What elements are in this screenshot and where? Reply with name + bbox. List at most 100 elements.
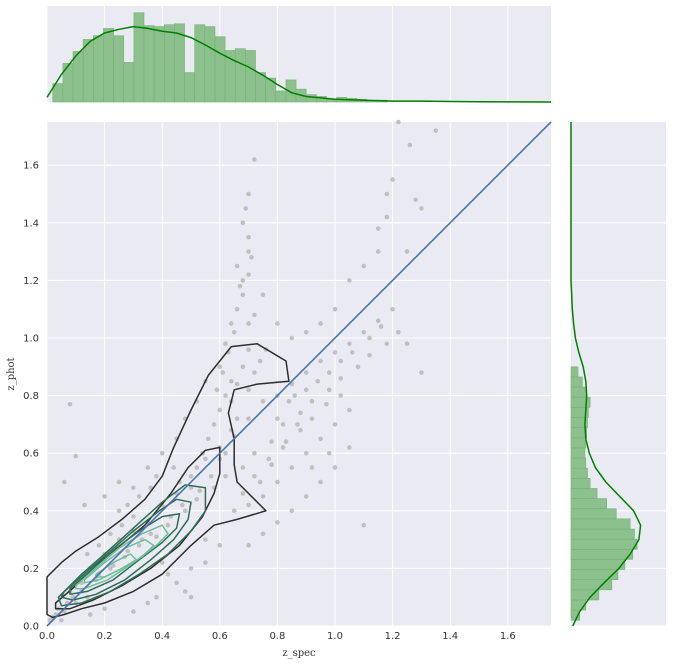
scatter-point [324,401,329,407]
scatter-point [82,502,87,508]
marginal-x-histogram [52,12,388,103]
scatter-point [318,479,323,485]
scatter-point [303,494,309,499]
histogram-bar [143,25,155,103]
scatter-point [234,381,240,387]
x-tick-label: 1.4 [442,631,458,642]
marginal-x-plot [46,6,552,103]
histogram-bar [570,467,588,479]
kde-contour [57,484,207,607]
histogram-bar [570,396,591,408]
scatter-point [165,571,171,577]
scatter-point [309,399,315,404]
scatter-point [223,473,228,479]
main-plot: 0.0 0.2 0.4 0.6 0.8 1.0 1.2 1.4 1.6 0.0 0.2 0.4 0.6… [6,119,552,659]
scatter-point [234,416,240,421]
scatter-point [283,439,289,444]
scatter-point [108,531,113,537]
scatter-point [61,479,67,485]
scatter-point [407,142,413,148]
scatter-point [223,341,228,347]
histogram-bar [93,35,104,103]
scatter-point [292,393,297,398]
scatter-point [154,534,159,540]
y-tick-label: 0.0 [23,622,39,633]
histogram-bar [214,36,226,103]
kde-contour [46,343,290,619]
scatter-point [269,462,274,468]
scatter-point [229,378,234,384]
y-tick-labels: 0.0 0.2 0.4 0.6 0.8 1.0 1.2 1.4 1.6 [23,161,39,633]
scatter-point [211,422,217,427]
scatter-point [116,479,122,485]
scatter-point [246,543,251,548]
x-tick-labels: 0.0 0.2 0.4 0.6 0.8 1.0 1.2 1.4 1.6 [39,631,516,642]
scatter-point [384,341,390,347]
scatter-point [220,370,225,375]
scatter-point [159,450,165,456]
scatter-point [205,436,211,442]
scatter-point [275,479,280,485]
scatter-point [338,358,344,364]
histogram-bar [82,39,94,103]
scatter-point [404,341,410,347]
y-tick-label: 0.2 [23,564,39,575]
scatter-point [240,278,246,283]
scatter-point [59,617,64,623]
scatter-point [378,324,384,329]
scatter-point [136,494,142,499]
histogram-bar [204,26,216,103]
scatter-point [231,508,237,514]
y-tick-label: 1.2 [23,276,39,287]
histogram-bar [265,77,277,103]
scatter-point [194,496,200,502]
scatter-point [347,445,352,450]
scatter-point [197,488,202,493]
scatter-point [217,543,223,548]
scatter-point [326,370,332,375]
scatter-point [102,494,107,499]
y-tick-label: 1.4 [23,218,39,229]
scatter-point [367,352,372,358]
histogram-bar [174,23,185,103]
scatter-point [295,422,300,427]
scatter-point [217,364,223,370]
scatter-point [165,522,171,528]
scatter-point [231,329,237,335]
scatter-point [243,206,249,211]
scatter-point [332,422,338,427]
scatter-point [208,473,214,479]
histogram-bar [570,498,607,510]
scatter-point [384,191,390,197]
histogram-bar [570,386,587,398]
histogram-bar [570,548,634,560]
scatter-point [275,520,280,525]
histogram-bar [570,528,635,540]
scatter-point [102,606,107,612]
scatter-point [85,551,90,557]
histogram-bar [570,447,586,459]
histogram-bar [570,518,631,530]
x-tick-label: 0.6 [212,631,228,642]
scatter-point [332,465,338,470]
scatter-point [252,473,257,479]
scatter-point [349,350,355,355]
histogram-bar [570,457,587,469]
scatter-point [280,445,286,450]
scatter-point [148,531,153,537]
scatter-point [375,226,381,231]
scatter-point [347,407,352,413]
x-tick-label: 0.0 [39,631,55,642]
scatter-point [116,508,122,514]
scatter-point [188,566,194,571]
y-tick-label: 0.8 [23,391,39,402]
scatter-point [309,465,315,470]
marginal-y-histogram [570,366,638,621]
scatter-point [188,473,194,479]
scatter-point [318,436,323,442]
scatter-point [240,465,246,470]
scatter-point [338,393,344,398]
scatter-point [67,401,73,407]
scatter-point [332,350,338,355]
